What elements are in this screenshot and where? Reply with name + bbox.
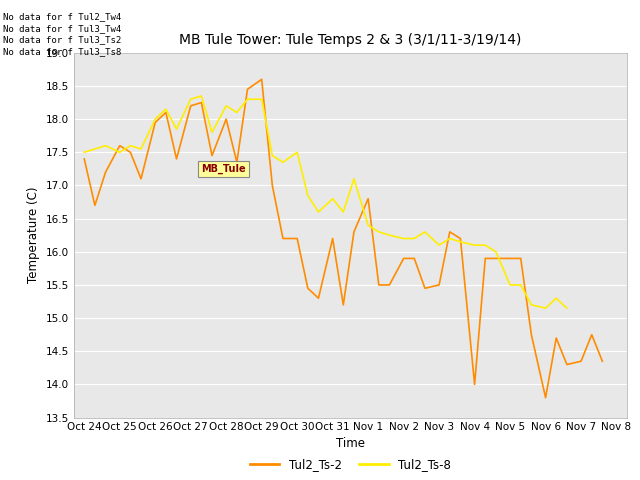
Title: MB Tule Tower: Tule Temps 2 & 3 (3/1/11-3/19/14): MB Tule Tower: Tule Temps 2 & 3 (3/1/11-…: [179, 34, 522, 48]
Legend: Tul2_Ts-2, Tul2_Ts-8: Tul2_Ts-2, Tul2_Ts-8: [245, 453, 456, 476]
Text: No data for f Tul2_Tw4
No data for f Tul3_Tw4
No data for f Tul3_Ts2
No data for: No data for f Tul2_Tw4 No data for f Tul…: [3, 12, 122, 56]
Y-axis label: Temperature (C): Temperature (C): [27, 187, 40, 284]
Text: MB_Tule: MB_Tule: [202, 164, 246, 174]
X-axis label: Time: Time: [336, 437, 365, 450]
